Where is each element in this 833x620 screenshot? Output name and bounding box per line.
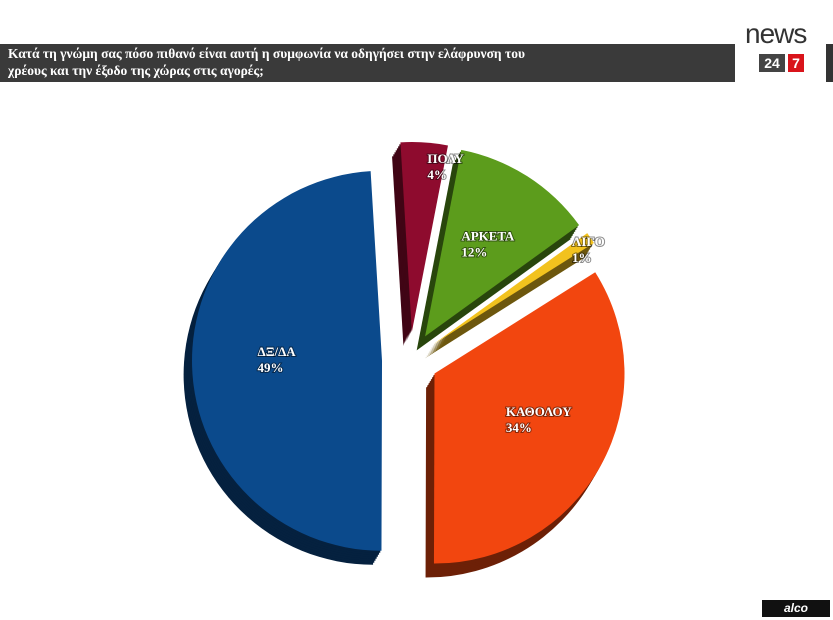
header-bar — [0, 44, 735, 82]
slice-value-label: 4% — [427, 167, 447, 182]
source-logo: alco — [762, 600, 830, 617]
slice — [433, 272, 625, 564]
slice-value-label: 49% — [258, 360, 284, 375]
slice-value-label: 34% — [506, 420, 532, 435]
slice-label: ΑΡΚΕΤΑ — [461, 228, 515, 243]
chart-title: Κατά τη γνώμη σας πόσο πιθανό είναι αυτή… — [8, 46, 525, 78]
slice — [192, 171, 383, 551]
brand-number: 24 — [759, 54, 785, 72]
slice-label: ΔΞ/ΔΑ — [258, 344, 297, 359]
header-edge — [826, 44, 833, 82]
slice-label: ΚΑΘΟΛΟΥ — [506, 404, 572, 419]
brand-number-accent: 7 — [788, 54, 804, 72]
slice-label: ΛΙΓΟ — [572, 234, 605, 249]
slice — [400, 142, 448, 333]
slice — [433, 233, 594, 345]
slice-value-label: 12% — [461, 244, 487, 259]
brand-name: news — [745, 18, 807, 49]
slice-label: ΠΟΛΥ — [427, 151, 464, 166]
slice — [425, 149, 580, 337]
slice-value-label: 1% — [572, 250, 592, 265]
